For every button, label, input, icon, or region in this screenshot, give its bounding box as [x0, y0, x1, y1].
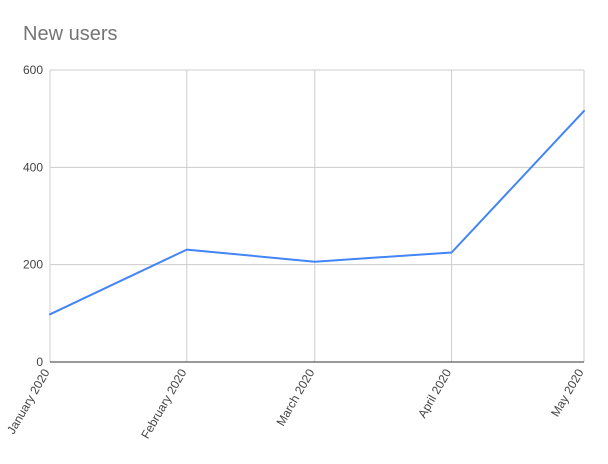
data-point: [314, 261, 316, 263]
label-layer: 0 200 400 600 January 2020 February 2020 March…: [4, 63, 587, 441]
x-tick-label: January 2020: [4, 366, 53, 436]
y-tick-label: 200: [23, 258, 43, 272]
y-tick-label: 600: [23, 63, 43, 77]
x-tick-label: May 2020: [548, 366, 587, 419]
data-point: [186, 249, 188, 251]
data-point: [49, 313, 51, 315]
chart-title: New users: [23, 23, 118, 45]
series-layer: [49, 109, 585, 316]
y-tick-label: 0: [36, 355, 43, 369]
data-point: [583, 110, 585, 112]
x-tick-label: February 2020: [138, 366, 189, 441]
series-line: [49, 109, 585, 316]
y-tick-label: 400: [23, 160, 43, 174]
x-tick-label: April 2020: [415, 366, 454, 420]
data-point: [451, 252, 453, 254]
grid-layer: [49, 69, 585, 362]
x-tick-label: March 2020: [274, 366, 318, 428]
